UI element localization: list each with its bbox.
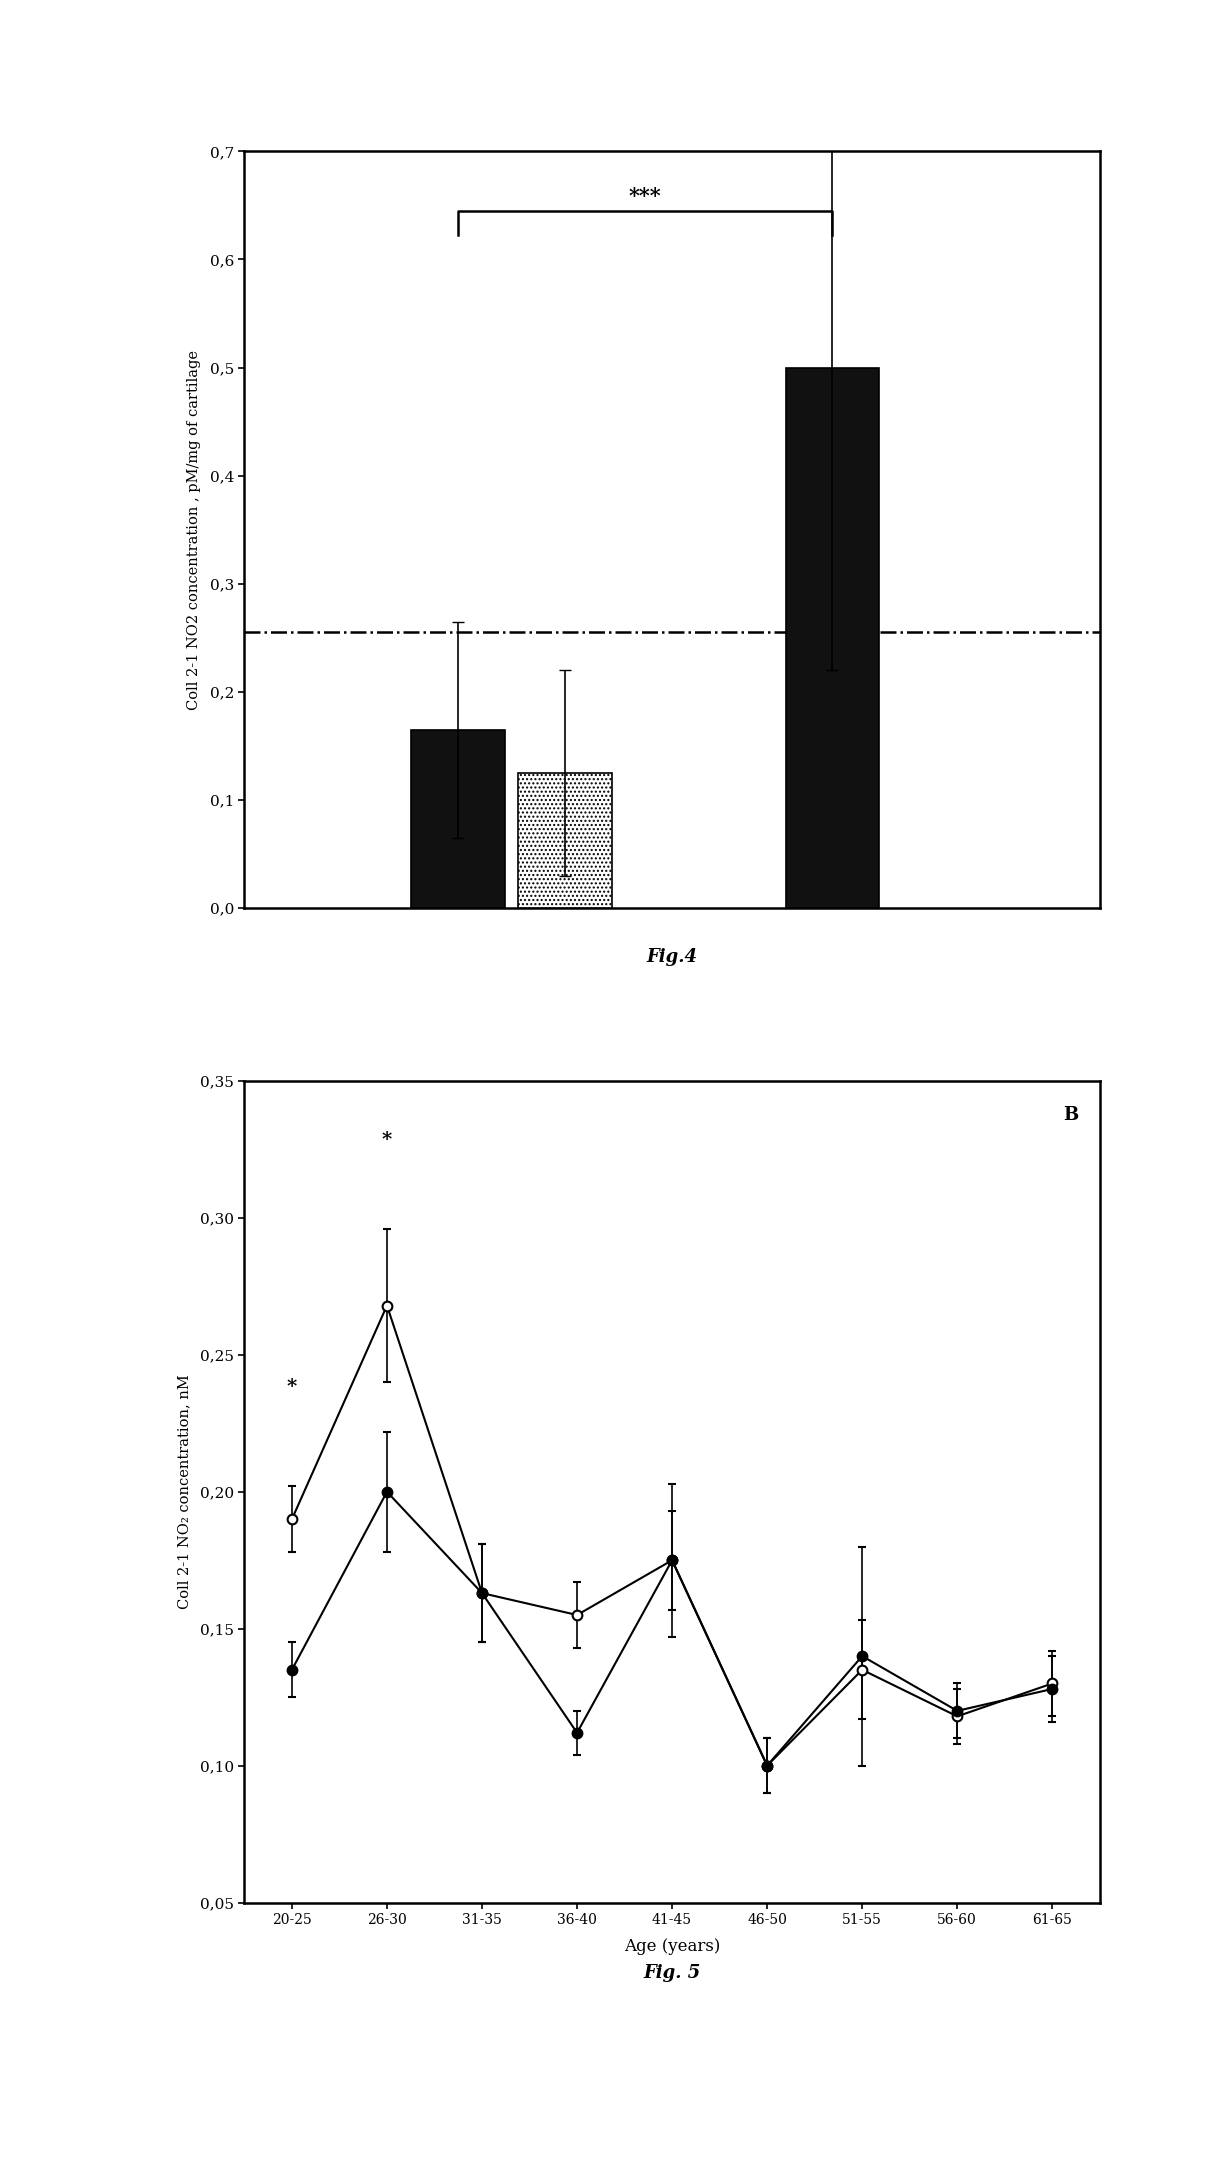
Text: *: * [287,1377,297,1397]
Text: B: B [1063,1105,1079,1124]
Bar [412,731,505,908]
Bar [518,774,612,908]
Text: *: * [381,1131,392,1150]
Text: Fig. 5: Fig. 5 [644,1965,700,1983]
Bar [786,368,880,908]
Y-axis label: Coll 2-1 NO₂ concentration, nM: Coll 2-1 NO₂ concentration, nM [177,1375,192,1609]
Text: ***: *** [629,186,661,205]
Y-axis label: Coll 2-1 NO2 concentration , pM/mg of cartilage: Coll 2-1 NO2 concentration , pM/mg of ca… [187,350,202,709]
Text: Fig.4: Fig.4 [646,949,698,966]
X-axis label: Age (years): Age (years) [624,1937,720,1954]
